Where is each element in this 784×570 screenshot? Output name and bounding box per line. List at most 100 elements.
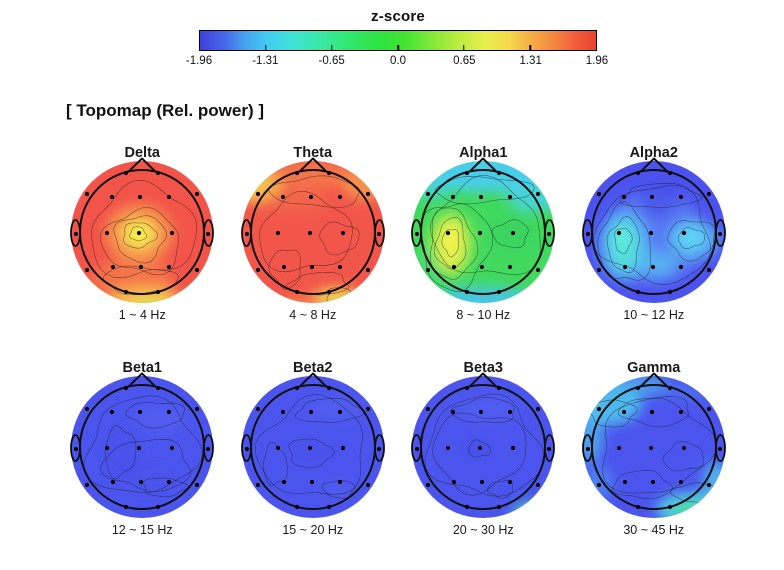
contour-line xyxy=(424,393,546,497)
band-freq-label: 1 ~ 4 Hz xyxy=(118,308,166,322)
color-field xyxy=(412,161,555,303)
electrode-dot-f4 xyxy=(678,194,683,200)
electrode-dot-p3 xyxy=(452,479,457,485)
electrode-dot-fz xyxy=(138,409,143,415)
colorbar-tick-label: 1.96 xyxy=(585,55,609,67)
topomap-alpha1 xyxy=(411,157,556,303)
electrode-dot-f4 xyxy=(337,409,342,415)
colorbar-tick-label: 1.31 xyxy=(519,55,542,67)
electrode-dot-f7 xyxy=(255,191,260,197)
nose xyxy=(640,157,668,172)
electrode-dot-p4 xyxy=(678,479,683,485)
electrode-dot-pz xyxy=(139,264,144,270)
electrode-dot-fp1 xyxy=(635,385,640,391)
electrode-dot-t3 xyxy=(74,231,79,237)
electrode-dot-o2 xyxy=(667,289,672,295)
electrode-dot-f8 xyxy=(536,191,541,197)
nose xyxy=(299,157,327,172)
electrode-dot-t5 xyxy=(85,267,90,273)
electrode-dot-p3 xyxy=(452,264,457,270)
contour-line xyxy=(288,438,335,469)
nose xyxy=(640,372,668,387)
electrode-dot-t3 xyxy=(74,446,79,452)
contour-line xyxy=(91,180,198,279)
electrode-dot-f3 xyxy=(451,409,456,415)
topomap-cell-alpha1: Alpha1 8 ~ 10 Hz xyxy=(398,140,569,355)
electrode-dots xyxy=(74,385,211,510)
electrode-dot-f3 xyxy=(621,194,626,200)
contour-line xyxy=(268,249,301,290)
electrode-dot-p4 xyxy=(337,264,342,270)
electrode-dot-fp1 xyxy=(294,170,299,176)
head-outline xyxy=(249,169,376,295)
electrode-dot-p3 xyxy=(622,264,627,270)
electrode-dot-fz xyxy=(308,409,313,415)
color-field xyxy=(71,161,214,303)
electrode-dot-t5 xyxy=(85,482,90,488)
electrode-dot-f4 xyxy=(508,194,513,200)
topomap-delta xyxy=(70,157,215,303)
electrode-dot-t3 xyxy=(585,446,590,452)
electrode-dot-f8 xyxy=(706,406,711,412)
contour-line xyxy=(434,217,467,270)
electrode-dot-fz xyxy=(308,194,313,200)
band-freq-label: 12 ~ 15 Hz xyxy=(111,523,173,537)
electrode-dot-t5 xyxy=(426,267,431,273)
contour-line xyxy=(667,220,715,262)
contour-line xyxy=(321,480,356,499)
electrode-dot-p3 xyxy=(111,264,116,270)
topomap-cell-theta: Theta 4 ~ 8 Hz xyxy=(228,140,399,355)
electrode-dot-t5 xyxy=(596,267,601,273)
electrode-dot-fp2 xyxy=(156,170,161,176)
electrode-dot-fp2 xyxy=(667,385,672,391)
electrode-dot-f7 xyxy=(255,406,260,412)
electrode-dot-fp2 xyxy=(667,170,672,176)
electrode-dot-cz xyxy=(648,445,653,451)
band-freq-label: 20 ~ 30 Hz xyxy=(452,523,514,537)
color-field xyxy=(582,376,725,518)
electrode-dot-pz xyxy=(480,479,485,485)
colorbar-tick xyxy=(463,45,465,50)
electrode-dot-c3 xyxy=(105,230,110,236)
electrode-dot-pz xyxy=(139,479,144,485)
colorbar-tick-label: 0.65 xyxy=(453,55,476,67)
electrode-dot-o2 xyxy=(326,504,331,510)
electrode-dot-c4 xyxy=(170,230,175,236)
contour-line xyxy=(100,438,192,493)
electrode-dot-t3 xyxy=(585,231,590,237)
topomap-cell-alpha2: Alpha2 10 ~ 12 Hz xyxy=(569,140,740,355)
electrode-dot-p3 xyxy=(281,264,286,270)
colorbar-tick xyxy=(265,45,267,50)
colorbar-tick-label: 0.0 xyxy=(390,55,406,67)
electrode-dot-t6 xyxy=(365,267,370,273)
head-outline xyxy=(590,169,717,295)
electrode-dots xyxy=(415,170,552,295)
electrode-dot-o2 xyxy=(156,504,161,510)
electrode-dot-cz xyxy=(137,230,142,236)
electrode-dot-f3 xyxy=(110,194,115,200)
electrode-dot-t6 xyxy=(536,482,541,488)
electrode-dot-t4 xyxy=(206,231,211,237)
electrode-dot-fp2 xyxy=(497,385,502,391)
electrode-dot-o2 xyxy=(156,289,161,295)
colorbar-title: z-score xyxy=(371,8,425,25)
electrode-dot-t5 xyxy=(255,482,260,488)
contour-lines xyxy=(420,175,541,292)
electrode-dot-c4 xyxy=(681,230,686,236)
color-field xyxy=(241,161,384,303)
electrode-dot-pz xyxy=(309,479,314,485)
contour-line xyxy=(597,201,651,281)
colorbar-tick-labels: -1.96 -1.31 -0.65 0.0 0.65 1.31 1.96 xyxy=(186,55,608,69)
electrode-dots xyxy=(244,170,381,295)
electrode-dot-pz xyxy=(480,264,485,270)
electrode-dot-o1 xyxy=(124,504,129,510)
head-outline xyxy=(420,384,547,510)
electrode-dot-pz xyxy=(650,264,655,270)
electrode-dot-cz xyxy=(648,230,653,236)
color-field xyxy=(71,376,214,518)
electrode-dot-f7 xyxy=(596,406,601,412)
electrode-dot-f8 xyxy=(195,191,200,197)
electrode-dot-o1 xyxy=(635,289,640,295)
section-title: [ Topomap (Rel. power) ] xyxy=(66,101,265,120)
band-title: Alpha2 xyxy=(629,145,678,161)
